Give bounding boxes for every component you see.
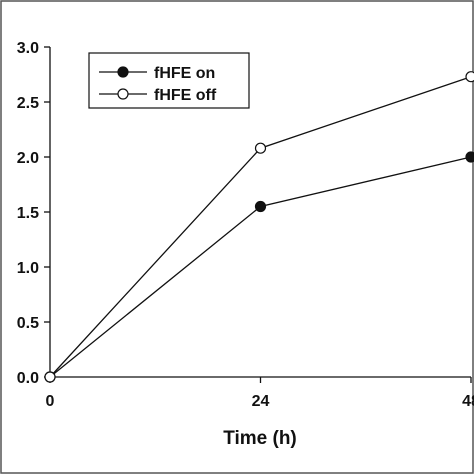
y-tick-label: 2.0 (17, 150, 39, 167)
y-tick-label: 0.5 (17, 315, 39, 332)
series-line-1 (49, 76, 472, 378)
series-line-0 (49, 156, 472, 378)
legend-box (88, 52, 250, 109)
x-tick-label: 0 (46, 393, 55, 410)
y-tick-label: 3.0 (17, 40, 39, 57)
y-tick-label: 1.5 (17, 205, 39, 222)
data-point-0 (465, 151, 474, 163)
legend: fHFE on fHFE off (88, 52, 250, 109)
y-tick-label: 1.0 (17, 260, 39, 277)
data-point-1 (44, 371, 56, 383)
legend-label: fHFE on (154, 65, 215, 82)
legend-marker (117, 88, 129, 100)
data-point-0 (254, 200, 267, 213)
x-tick-label: 24 (252, 393, 270, 410)
y-tick-label: 2.5 (17, 95, 39, 112)
legend-label: fHFE off (154, 87, 217, 104)
data-point-1 (465, 71, 474, 83)
legend-marker (117, 66, 129, 78)
x-axis-title: Time (h) (223, 428, 297, 449)
y-tick-label: 0.0 (17, 370, 39, 387)
series-layer (44, 71, 474, 383)
x-tick-label: 48 (462, 393, 474, 410)
data-point-1 (254, 142, 267, 154)
